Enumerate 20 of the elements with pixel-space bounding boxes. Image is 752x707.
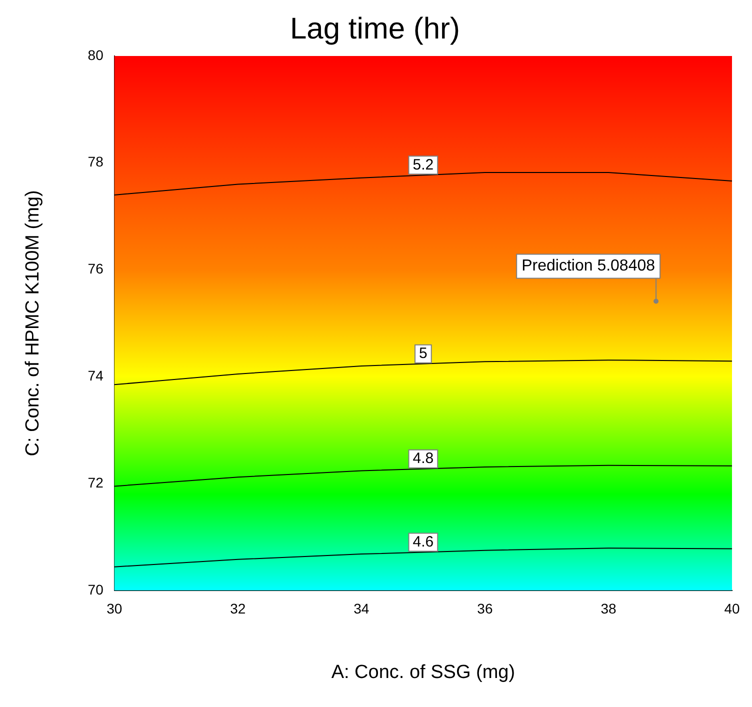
annotation: Prediction 5.08408 xyxy=(522,258,656,275)
series-label: 4.8 xyxy=(412,450,434,467)
series-label: 4.6 xyxy=(412,533,434,550)
series-label: 5.2 xyxy=(412,156,434,174)
y-axis-title: C: Conc. of HPMC K100M (mg) xyxy=(22,190,44,456)
y-tick-label: 78 xyxy=(88,154,104,170)
y-tick-label: 80 xyxy=(88,46,104,63)
x-tick-label: 32 xyxy=(230,600,246,617)
x-tick-label: 30 xyxy=(106,600,122,617)
x-tick-label: 36 xyxy=(477,600,493,617)
y-tick-label: 74 xyxy=(88,368,104,384)
y-tick-label: 70 xyxy=(88,581,104,598)
y-tick-label: 72 xyxy=(88,474,104,490)
series-label: 5 xyxy=(419,344,428,362)
x-tick-label: 38 xyxy=(600,600,616,617)
y-tick-label: 76 xyxy=(88,260,104,277)
x-tick-label: 40 xyxy=(724,600,740,617)
x-axis-title: A: Conc. of SSG (mg) xyxy=(331,662,516,683)
chart-title: Lag time (hr) xyxy=(290,12,460,46)
x-tick-label: 34 xyxy=(354,600,370,617)
